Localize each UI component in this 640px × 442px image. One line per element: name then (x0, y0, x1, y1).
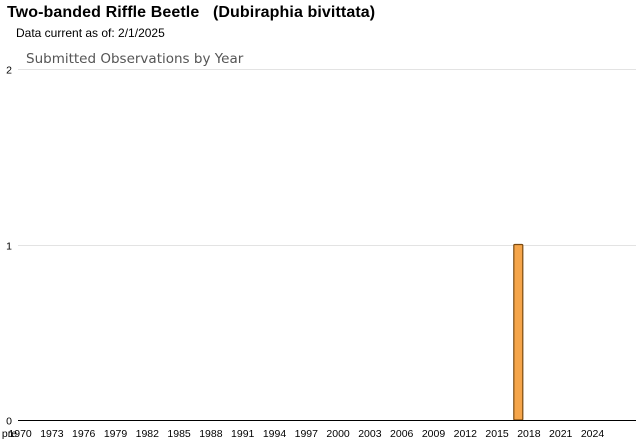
x-tick-label: 2024 (581, 428, 605, 440)
bar-2017[interactable] (513, 243, 524, 421)
x-tick-label: 2012 (454, 428, 478, 440)
data-current-label: Data current as of: 2/1/2025 (16, 26, 165, 40)
page-title: Two-banded Riffle Beetle (Dubiraphia biv… (7, 4, 376, 21)
x-tick-label: 1997 (295, 428, 319, 440)
x-tick-label: 1991 (231, 428, 255, 440)
x-tick-label: 2003 (358, 428, 382, 440)
x-tick-label: 1979 (104, 428, 128, 440)
x-tick-label: pre (2, 428, 17, 440)
x-tick-label: 1970 (8, 428, 32, 440)
x-tick-label: 2018 (517, 428, 541, 440)
y-tick-label: 1 (6, 241, 12, 253)
x-tick-label: 1985 (167, 428, 191, 440)
x-tick-label: 1988 (199, 428, 223, 440)
y-tick-label: 2 (6, 65, 12, 77)
x-tick-label: 2021 (549, 428, 573, 440)
x-tick-label: 1976 (72, 428, 96, 440)
x-tick-label: 1973 (40, 428, 64, 440)
x-tick-label: 2000 (326, 428, 350, 440)
x-tick-label: 2009 (422, 428, 446, 440)
x-tick-label: 2015 (485, 428, 509, 440)
y-tick-label: 0 (6, 416, 12, 428)
x-tick-label: 1982 (136, 428, 160, 440)
x-tick-label: 2006 (390, 428, 414, 440)
chart-title: Submitted Observations by Year (26, 51, 244, 67)
x-tick-label: 1994 (263, 428, 287, 440)
